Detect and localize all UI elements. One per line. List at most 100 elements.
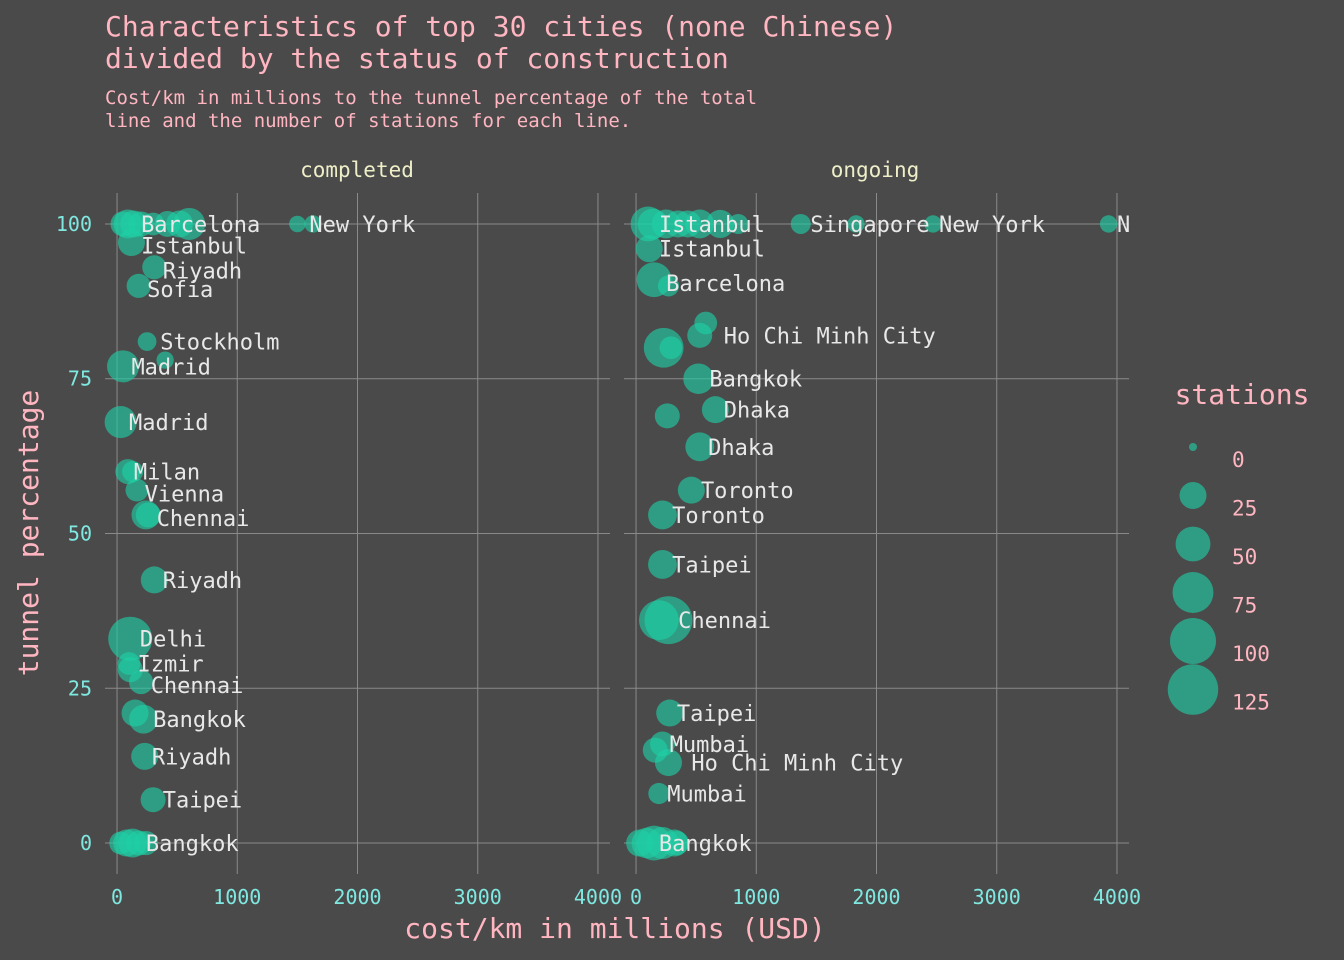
ongoing-point-31 <box>654 749 682 777</box>
completed-point-13 <box>137 332 157 351</box>
ongoing-city-label-17: Mumbai <box>667 783 746 808</box>
completed-city-label-9: Vienna <box>145 482 224 507</box>
legend-label-3: 75 <box>1232 594 1257 618</box>
completed-city-label-6: Madrid <box>131 355 210 380</box>
ongoing-city-label-10: Toronto <box>701 479 794 504</box>
completed-point-16 <box>104 406 137 439</box>
ongoing-point-12 <box>635 235 663 263</box>
ongoing-point-32 <box>648 782 670 805</box>
ongoing-city-label-2: New York <box>939 213 1045 238</box>
ongoing-point-23 <box>677 476 705 504</box>
completed-city-label-14: Chennai <box>151 674 244 699</box>
completed-city-label-11: Riyadh <box>163 569 242 594</box>
chart-subtitle-line-2: line and the number of stations for each… <box>105 110 631 132</box>
ongoing-point-19 <box>683 363 714 394</box>
panel-strip-ongoing: ongoing <box>831 158 920 182</box>
x-axis-title: cost/km in millions (USD) <box>404 912 825 945</box>
ongoing-point-25 <box>648 550 677 579</box>
completed-city-label-3: Riyadh <box>163 259 242 284</box>
legend-key-2 <box>1175 526 1211 562</box>
completed-point-23 <box>108 616 153 661</box>
ongoing-city-label-0: Istanbul <box>659 213 765 238</box>
completed-point-22 <box>140 566 168 594</box>
ongoing-city-label-12: Taipei <box>672 553 751 578</box>
y-axis: 0 25 50 75 100 <box>56 212 92 855</box>
ongoing-city-label-11: Toronto <box>672 504 765 529</box>
ongoing-point-38 <box>664 830 689 856</box>
panel-strip-completed: completed <box>300 158 414 182</box>
ongoing-city-label-8: Dhaka <box>724 399 790 424</box>
ongoing-point-16 <box>687 322 713 348</box>
ongoing-point-18 <box>659 336 683 360</box>
completed-point-35 <box>133 830 158 856</box>
panel-ongoing: 0 1000 2000 3000 4000 Istanbul Singapore New Yo… <box>624 193 1141 909</box>
ongoing-city-label-15: Mumbai <box>670 733 749 758</box>
ongoing-point-14 <box>657 275 680 297</box>
y-tick-label: 50 <box>68 522 92 546</box>
completed-point-12 <box>126 273 151 298</box>
completed-point-14 <box>156 351 174 369</box>
completed-point-11 <box>142 255 167 280</box>
completed-city-label-8: Milan <box>134 461 200 486</box>
y-axis-title: tunnel percentage <box>12 390 45 677</box>
completed-city-label-0: Barcelona <box>141 213 260 238</box>
ongoing-point-28 <box>656 699 684 727</box>
chart-title-line-1: Characteristics of top 30 cities (none C… <box>105 10 897 43</box>
ongoing-city-label-9: Dhaka <box>708 436 774 461</box>
ongoing-city-label-4: Istanbul <box>659 238 765 263</box>
ongoing-point-9 <box>847 215 865 233</box>
completed-city-label-17: Taipei <box>163 789 242 814</box>
ongoing-point-27 <box>644 596 693 645</box>
completed-point-19 <box>125 478 149 502</box>
completed-city-label-4: Sofia <box>147 278 213 303</box>
completed-point-18 <box>122 461 144 483</box>
legend-key-3 <box>1172 572 1214 613</box>
y-tick-label: 25 <box>68 676 92 700</box>
legend-label-5: 125 <box>1232 691 1270 715</box>
ongoing-point-7 <box>728 213 749 234</box>
ongoing-point-11 <box>1099 215 1118 233</box>
completed-point-28 <box>129 704 158 734</box>
y-tick-label: 75 <box>68 367 92 391</box>
legend-label-1: 25 <box>1232 497 1257 521</box>
ongoing-x-tick-label: 4000 <box>1093 885 1141 909</box>
completed-point-26 <box>129 670 154 695</box>
completed-point-7 <box>173 207 206 240</box>
legend-label-0: 0 <box>1232 448 1245 472</box>
completed-city-label-2: Istanbul <box>141 235 247 260</box>
ongoing-city-label-18: Bangkok <box>659 832 752 857</box>
legend-key-5 <box>1167 664 1219 715</box>
completed-x-tick-label: 3000 <box>454 885 502 909</box>
ongoing-city-label-3: N <box>1117 213 1130 238</box>
ongoing-point-24 <box>648 500 677 530</box>
completed-city-label-12: Delhi <box>140 628 206 653</box>
ongoing-city-label-6: Ho Chi Minh City <box>724 324 936 349</box>
y-tick-label: 100 <box>56 212 92 236</box>
legend-label-4: 100 <box>1232 642 1270 666</box>
ongoing-x-tick-label: 1000 <box>732 885 780 909</box>
completed-city-label-10: Chennai <box>157 507 250 532</box>
legend-title: stations <box>1175 378 1310 411</box>
completed-city-label-13: Izmir <box>137 653 203 678</box>
completed-point-9 <box>304 215 322 233</box>
completed-point-8 <box>289 215 306 233</box>
ongoing-city-label-5: Barcelona <box>666 272 785 297</box>
ongoing-city-label-16: Ho Chi Minh City <box>691 752 903 777</box>
completed-city-label-15: Bangkok <box>153 708 246 733</box>
completed-point-15 <box>107 350 140 383</box>
completed-x-tick-label: 0 <box>111 885 123 909</box>
completed-x-tick-label: 4000 <box>574 885 622 909</box>
ongoing-point-6 <box>706 209 735 239</box>
chart-title-line-2: divided by the status of construction <box>105 42 729 75</box>
ongoing-point-22 <box>685 432 715 462</box>
completed-x-tick-label: 1000 <box>213 885 261 909</box>
completed-point-30 <box>140 787 166 813</box>
ongoing-city-label-14: Taipei <box>677 702 756 727</box>
chart-subtitle-line-1: Cost/km in millions to the tunnel percen… <box>105 87 757 109</box>
ongoing-point-21 <box>654 403 680 429</box>
legend: stations 0 25 50 75 100 125 <box>1167 378 1310 715</box>
completed-point-10 <box>117 229 145 257</box>
ongoing-x-tick-label: 2000 <box>852 885 900 909</box>
completed-point-29 <box>131 742 159 770</box>
legend-key-4 <box>1170 618 1216 664</box>
